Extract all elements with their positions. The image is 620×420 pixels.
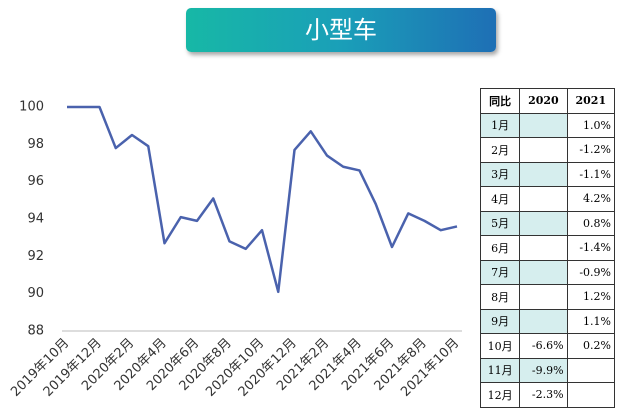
table-cell: [519, 284, 568, 310]
y-tick-label: 100: [19, 100, 44, 115]
table-row: 11月 -9.9%: [479, 357, 616, 383]
chart: 8890929496981002019年10月2019年12月2020年2月20…: [8, 100, 462, 400]
y-tick-label: 98: [27, 137, 44, 152]
table-cell: -1.2%: [566, 137, 616, 163]
table-cell: 2月: [479, 137, 521, 163]
table-cell: [566, 382, 616, 408]
table-cell: -6.6%: [519, 333, 568, 359]
table-row: 9月 1.1%: [479, 308, 616, 334]
y-tick-label: 90: [27, 286, 44, 301]
table-cell: 3月: [479, 161, 521, 187]
table-cell: [519, 186, 568, 212]
y-tick-label: 94: [27, 212, 44, 227]
table-cell: -9.9%: [519, 357, 568, 383]
table-cell: -0.9%: [566, 259, 616, 285]
table-cell: 5月: [479, 210, 521, 236]
table-header: 同比 2020 2021: [479, 88, 616, 114]
table-cell: -1.4%: [566, 235, 616, 261]
table-cell: [519, 259, 568, 285]
table-cell: [519, 137, 568, 163]
table-cell: 11月: [479, 357, 521, 383]
header-cell: 2020: [519, 88, 568, 114]
table-row: 2月 -1.2%: [479, 137, 616, 163]
table-cell: [566, 357, 616, 383]
table-cell: -1.1%: [566, 161, 616, 187]
table-cell: [519, 161, 568, 187]
table-cell: [519, 235, 568, 261]
table-cell: 12月: [479, 382, 521, 408]
data-table: 同比 2020 2021 1月 1.0% 2月 -1.2% 3月 -1.1% 4月 4.2% 5月 0.…: [479, 88, 616, 408]
table-cell: -2.3%: [519, 382, 568, 408]
y-tick-label: 96: [27, 174, 44, 189]
table-row: 1月 1.0%: [479, 112, 616, 138]
line-series: [67, 105, 458, 294]
table-row: 7月 -0.9%: [479, 259, 616, 285]
table-cell: 1.1%: [566, 308, 616, 334]
table-row: 12月 -2.3%: [479, 382, 616, 408]
table-cell: 1.2%: [566, 284, 616, 310]
table-row: 4月 4.2%: [479, 186, 616, 212]
table-row: 10月 -6.6% 0.2%: [479, 333, 616, 359]
table-cell: 9月: [479, 308, 521, 334]
chart-title: 小型车: [186, 8, 496, 52]
y-tick-label: 88: [27, 324, 44, 339]
table-row: 5月 0.8%: [479, 210, 616, 236]
table-cell: [519, 308, 568, 334]
y-tick-label: 92: [27, 249, 44, 264]
table-cell: 0.2%: [566, 333, 616, 359]
table-cell: 4.2%: [566, 186, 616, 212]
table-cell: 6月: [479, 235, 521, 261]
table-cell: [519, 210, 568, 236]
table-cell: 7月: [479, 259, 521, 285]
header-cell: 同比: [479, 88, 521, 114]
table-cell: 4月: [479, 186, 521, 212]
table-cell: 10月: [479, 333, 521, 359]
table-cell: [519, 112, 568, 138]
table-cell: 0.8%: [566, 210, 616, 236]
table-row: 3月 -1.1%: [479, 161, 616, 187]
table-cell: 1月: [479, 112, 521, 138]
table-row: 8月 1.2%: [479, 284, 616, 310]
header-cell: 2021: [566, 88, 616, 114]
table-row: 6月 -1.4%: [479, 235, 616, 261]
table-cell: 8月: [479, 284, 521, 310]
table-cell: 1.0%: [566, 112, 616, 138]
